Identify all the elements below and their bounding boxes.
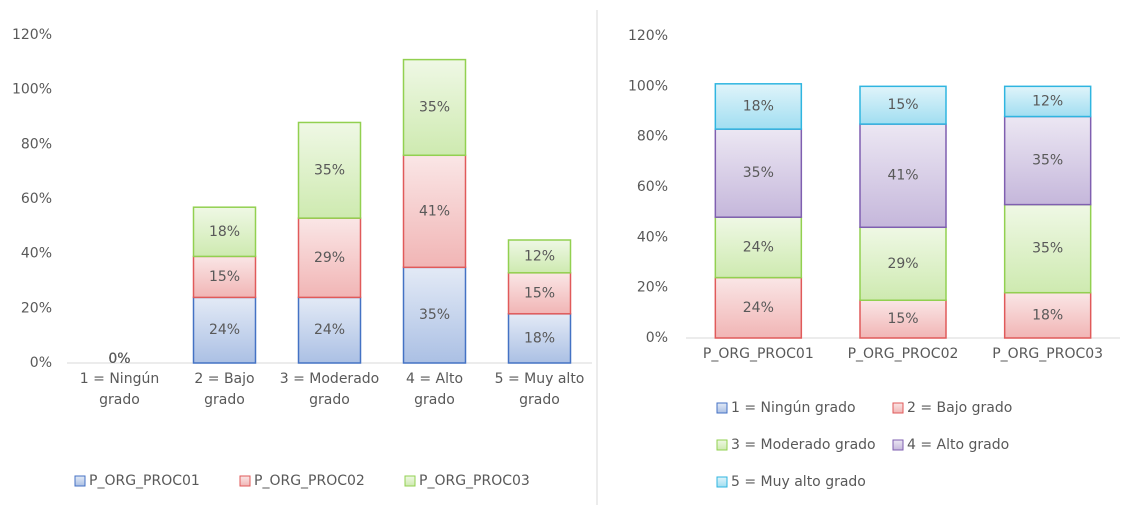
data-label: 12% — [524, 248, 555, 264]
bar-segment — [297, 121, 362, 219]
y-tick-label: 20% — [21, 300, 52, 316]
data-label: 24% — [743, 300, 774, 316]
y-tick-label: 40% — [637, 229, 668, 245]
bar-segment — [402, 58, 467, 157]
legend-swatch — [74, 475, 86, 487]
y-tick-label: 80% — [21, 136, 52, 152]
data-label: 35% — [743, 165, 774, 181]
data-label: 29% — [314, 250, 345, 266]
bar-segment — [1003, 291, 1092, 339]
legend-label: P_ORG_PROC03 — [419, 473, 530, 489]
x-tick-label: 5 = Muy alto grado — [494, 371, 585, 408]
legend-swatch — [404, 475, 416, 487]
legend-label: 1 = Ningún grado — [731, 400, 856, 416]
bar-segment — [507, 313, 572, 364]
data-label: 24% — [743, 239, 774, 255]
legend-swatch — [239, 475, 251, 487]
y-tick-label: 60% — [637, 179, 668, 195]
y-tick-label: 120% — [628, 28, 668, 44]
data-label: 0% — [108, 351, 130, 367]
data-label: 15% — [209, 269, 240, 285]
legend-swatch — [892, 439, 904, 451]
x-label-box: P_ORG_PROC03 — [992, 346, 1104, 362]
data-label: 0% — [108, 351, 130, 367]
legend-swatch — [892, 402, 904, 414]
legend-swatch — [716, 439, 728, 451]
bar-segment — [714, 276, 803, 339]
x-tick-label: 1 = Ningún grado — [79, 371, 160, 408]
bar-segment — [402, 154, 467, 269]
legend-label: P_ORG_PROC01 — [89, 473, 200, 489]
y-tick-label: 0% — [646, 330, 668, 346]
data-label: 18% — [209, 224, 240, 240]
data-label: 24% — [209, 322, 240, 338]
data-label: 24% — [314, 322, 345, 338]
legend-swatch — [716, 476, 728, 488]
data-label: 35% — [419, 99, 450, 115]
legend-label: 4 = Alto grado — [907, 437, 1009, 453]
bar-segment — [859, 299, 947, 339]
x-tick-label: P_ORG_PROC03 — [992, 346, 1104, 362]
data-label: 35% — [1032, 241, 1063, 257]
bar-segment — [192, 206, 257, 258]
data-label: 15% — [887, 97, 918, 113]
x-tick-label: P_ORG_PROC01 — [702, 346, 814, 362]
data-label: 35% — [1032, 153, 1063, 169]
x-tick-label: P_ORG_PROC02 — [847, 346, 959, 362]
data-label: 15% — [887, 311, 918, 327]
data-label: 15% — [524, 285, 555, 301]
bar-segment — [192, 296, 257, 364]
bar-segment — [1003, 115, 1092, 206]
data-label: 0% — [108, 351, 130, 367]
x-tick-label: 4 = Alto grado — [405, 371, 464, 408]
data-label: 35% — [419, 307, 450, 323]
data-label: 41% — [419, 203, 450, 219]
data-label: 41% — [887, 168, 918, 184]
x-label-box: 5 = Muy alto grado — [494, 371, 585, 408]
legend-swatch — [716, 402, 728, 414]
legend-label: 5 = Muy alto grado — [731, 474, 866, 490]
bar-segment — [1003, 203, 1092, 294]
y-tick-label: 100% — [628, 78, 668, 94]
y-tick-label: 40% — [21, 246, 52, 262]
x-label-box: P_ORG_PROC01 — [702, 346, 814, 362]
data-label: 18% — [1032, 307, 1063, 323]
bar-segment — [402, 266, 467, 364]
y-tick-label: 120% — [12, 27, 52, 43]
legend-label: 2 = Bajo grado — [907, 400, 1012, 416]
y-tick-label: 0% — [30, 355, 52, 371]
x-label-box: 2 = Bajo grado — [194, 371, 255, 408]
data-label: 18% — [743, 98, 774, 114]
bar-segment — [714, 83, 803, 130]
bar-segment — [297, 296, 362, 364]
data-label: 18% — [524, 330, 555, 346]
data-label: 35% — [314, 162, 345, 178]
data-label: 29% — [887, 256, 918, 272]
bar-segment — [507, 239, 572, 274]
bar-segment — [859, 123, 947, 229]
x-label-box: 3 = Moderado grado — [279, 371, 380, 408]
data-label: 12% — [1032, 93, 1063, 109]
bar-segment — [507, 272, 572, 315]
legend-label: P_ORG_PROC02 — [254, 473, 365, 489]
y-tick-label: 20% — [637, 280, 668, 296]
x-label-box: P_ORG_PROC02 — [847, 346, 959, 362]
x-tick-label: 2 = Bajo grado — [194, 371, 255, 408]
bar-segment — [859, 226, 947, 301]
x-label-box: 4 = Alto grado — [405, 371, 464, 408]
y-tick-label: 60% — [21, 191, 52, 207]
y-tick-label: 80% — [637, 129, 668, 145]
x-tick-label: 3 = Moderado grado — [279, 371, 380, 408]
y-tick-label: 100% — [12, 82, 52, 98]
x-label-box: 1 = Ningún grado — [79, 371, 160, 408]
bar-segment — [1003, 85, 1092, 118]
bar-segment — [859, 85, 947, 125]
legend-label: 3 = Moderado grado — [731, 437, 876, 453]
bar-segment — [297, 217, 362, 299]
